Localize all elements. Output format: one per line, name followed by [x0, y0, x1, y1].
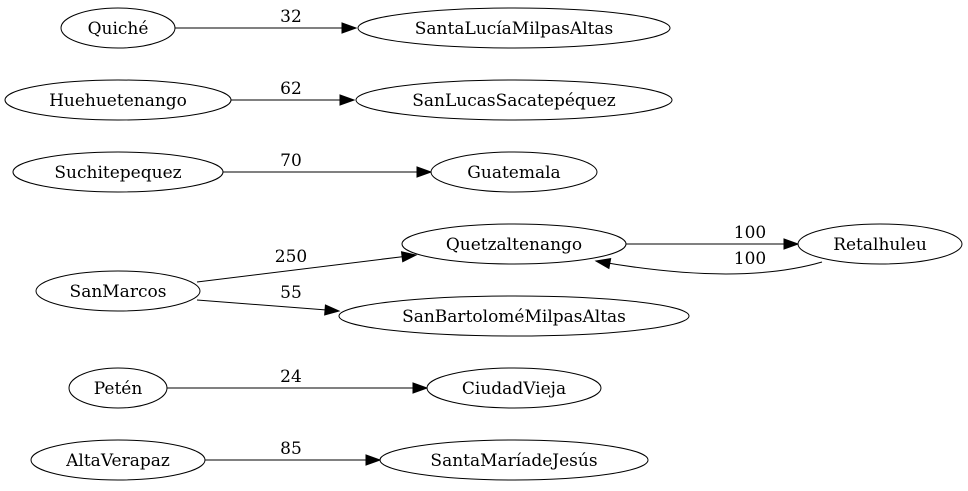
node-label: Quetzaltenango [446, 235, 582, 255]
edge-retalhuleu-to-quetzaltenango: 100 [594, 249, 823, 275]
edge-huehuetenango-to-sanlucas: 62 [231, 79, 356, 106]
node-label: Petén [94, 379, 143, 399]
node-santalucia: SantaLucíaMilpasAltas [357, 7, 671, 49]
node-ellipse [4, 79, 232, 121]
node-label: CiudadVieja [462, 379, 566, 399]
node-label: Retalhuleu [833, 235, 927, 255]
node-santamaria: SantaMaríadeJesús [379, 439, 649, 481]
node-label: Suchitepequez [54, 163, 181, 183]
node-ellipse [60, 7, 176, 49]
node-ellipse [426, 367, 602, 409]
node-label: SanLucasSacatepéquez [412, 91, 616, 111]
edge-arrowhead [324, 304, 341, 316]
edge-sanmarcos-to-sanbartolome: 55 [196, 283, 341, 316]
edge-sanmarcos-to-quetzaltenango: 250 [196, 247, 418, 283]
edge-weight-label: 24 [280, 367, 302, 387]
node-label: SanMarcos [70, 282, 167, 302]
node-label: Quiché [88, 19, 149, 39]
edge-line [196, 256, 403, 283]
edge-arrowhead [400, 251, 418, 263]
node-label: SantaLucíaMilpasAltas [415, 19, 613, 39]
edge-weight-label: 70 [280, 151, 302, 171]
node-label: SantaMaríadeJesús [430, 451, 597, 471]
node-ellipse [379, 439, 649, 481]
node-peten: Petén [68, 367, 168, 409]
node-label: AltaVerapaz [65, 451, 170, 471]
edge-arrowhead [416, 166, 433, 178]
node-suchitepequez: Suchitepequez [12, 151, 224, 193]
node-ellipse [35, 270, 201, 312]
edge-arrowhead [783, 238, 800, 250]
edge-line [196, 299, 326, 311]
node-quetzaltenango: Quetzaltenango [401, 223, 627, 265]
node-ellipse [12, 151, 224, 193]
node-sanbartolome: SanBartoloméMilpasAltas [338, 295, 690, 337]
edge-line [595, 260, 823, 275]
edge-peten-to-ciudadvieja: 24 [167, 367, 429, 394]
node-ellipse [357, 7, 671, 49]
edge-weight-label: 100 [734, 249, 766, 269]
node-ellipse [401, 223, 627, 265]
edge-weight-label: 250 [275, 247, 307, 267]
node-ellipse [430, 151, 598, 193]
node-label: Guatemala [467, 163, 560, 183]
node-label: Huehuetenango [49, 91, 187, 111]
node-label: SanBartoloméMilpasAltas [402, 307, 626, 327]
node-altaverapaz: AltaVerapaz [30, 439, 206, 481]
edge-arrowhead [339, 94, 356, 106]
nodes-layer: Quiché SantaLucíaMilpasAltas Huehuetenango… [4, 7, 963, 481]
node-retalhuleu: Retalhuleu [797, 223, 963, 265]
node-ellipse [355, 79, 673, 121]
edge-weight-label: 100 [734, 223, 766, 243]
edges-layer: 32 62 70 250 55 100 100 24 85 [167, 7, 823, 466]
edge-quiche-to-santalucia: 32 [175, 7, 358, 34]
node-sanmarcos: SanMarcos [35, 270, 201, 312]
node-guatemala: Guatemala [430, 151, 598, 193]
node-sanlucas: SanLucasSacatepéquez [355, 79, 673, 121]
edge-arrowhead [412, 382, 429, 394]
edge-quetzaltenango-to-retalhuleu: 100 [626, 223, 800, 250]
node-ellipse [30, 439, 206, 481]
edge-arrowhead [341, 22, 358, 34]
node-ellipse [68, 367, 168, 409]
node-huehuetenango: Huehuetenango [4, 79, 232, 121]
node-ellipse [797, 223, 963, 265]
edge-weight-label: 55 [280, 283, 302, 303]
edge-weight-label: 85 [280, 439, 302, 459]
node-quiche: Quiché [60, 7, 176, 49]
edge-arrowhead [594, 257, 612, 270]
edge-altaverapaz-to-santamaria: 85 [205, 439, 382, 466]
edge-suchitepequez-to-guatemala: 70 [223, 151, 433, 178]
edge-weight-label: 32 [280, 7, 302, 27]
node-ellipse [338, 295, 690, 337]
edge-arrowhead [365, 454, 382, 466]
edge-weight-label: 62 [280, 79, 302, 99]
node-ciudadvieja: CiudadVieja [426, 367, 602, 409]
